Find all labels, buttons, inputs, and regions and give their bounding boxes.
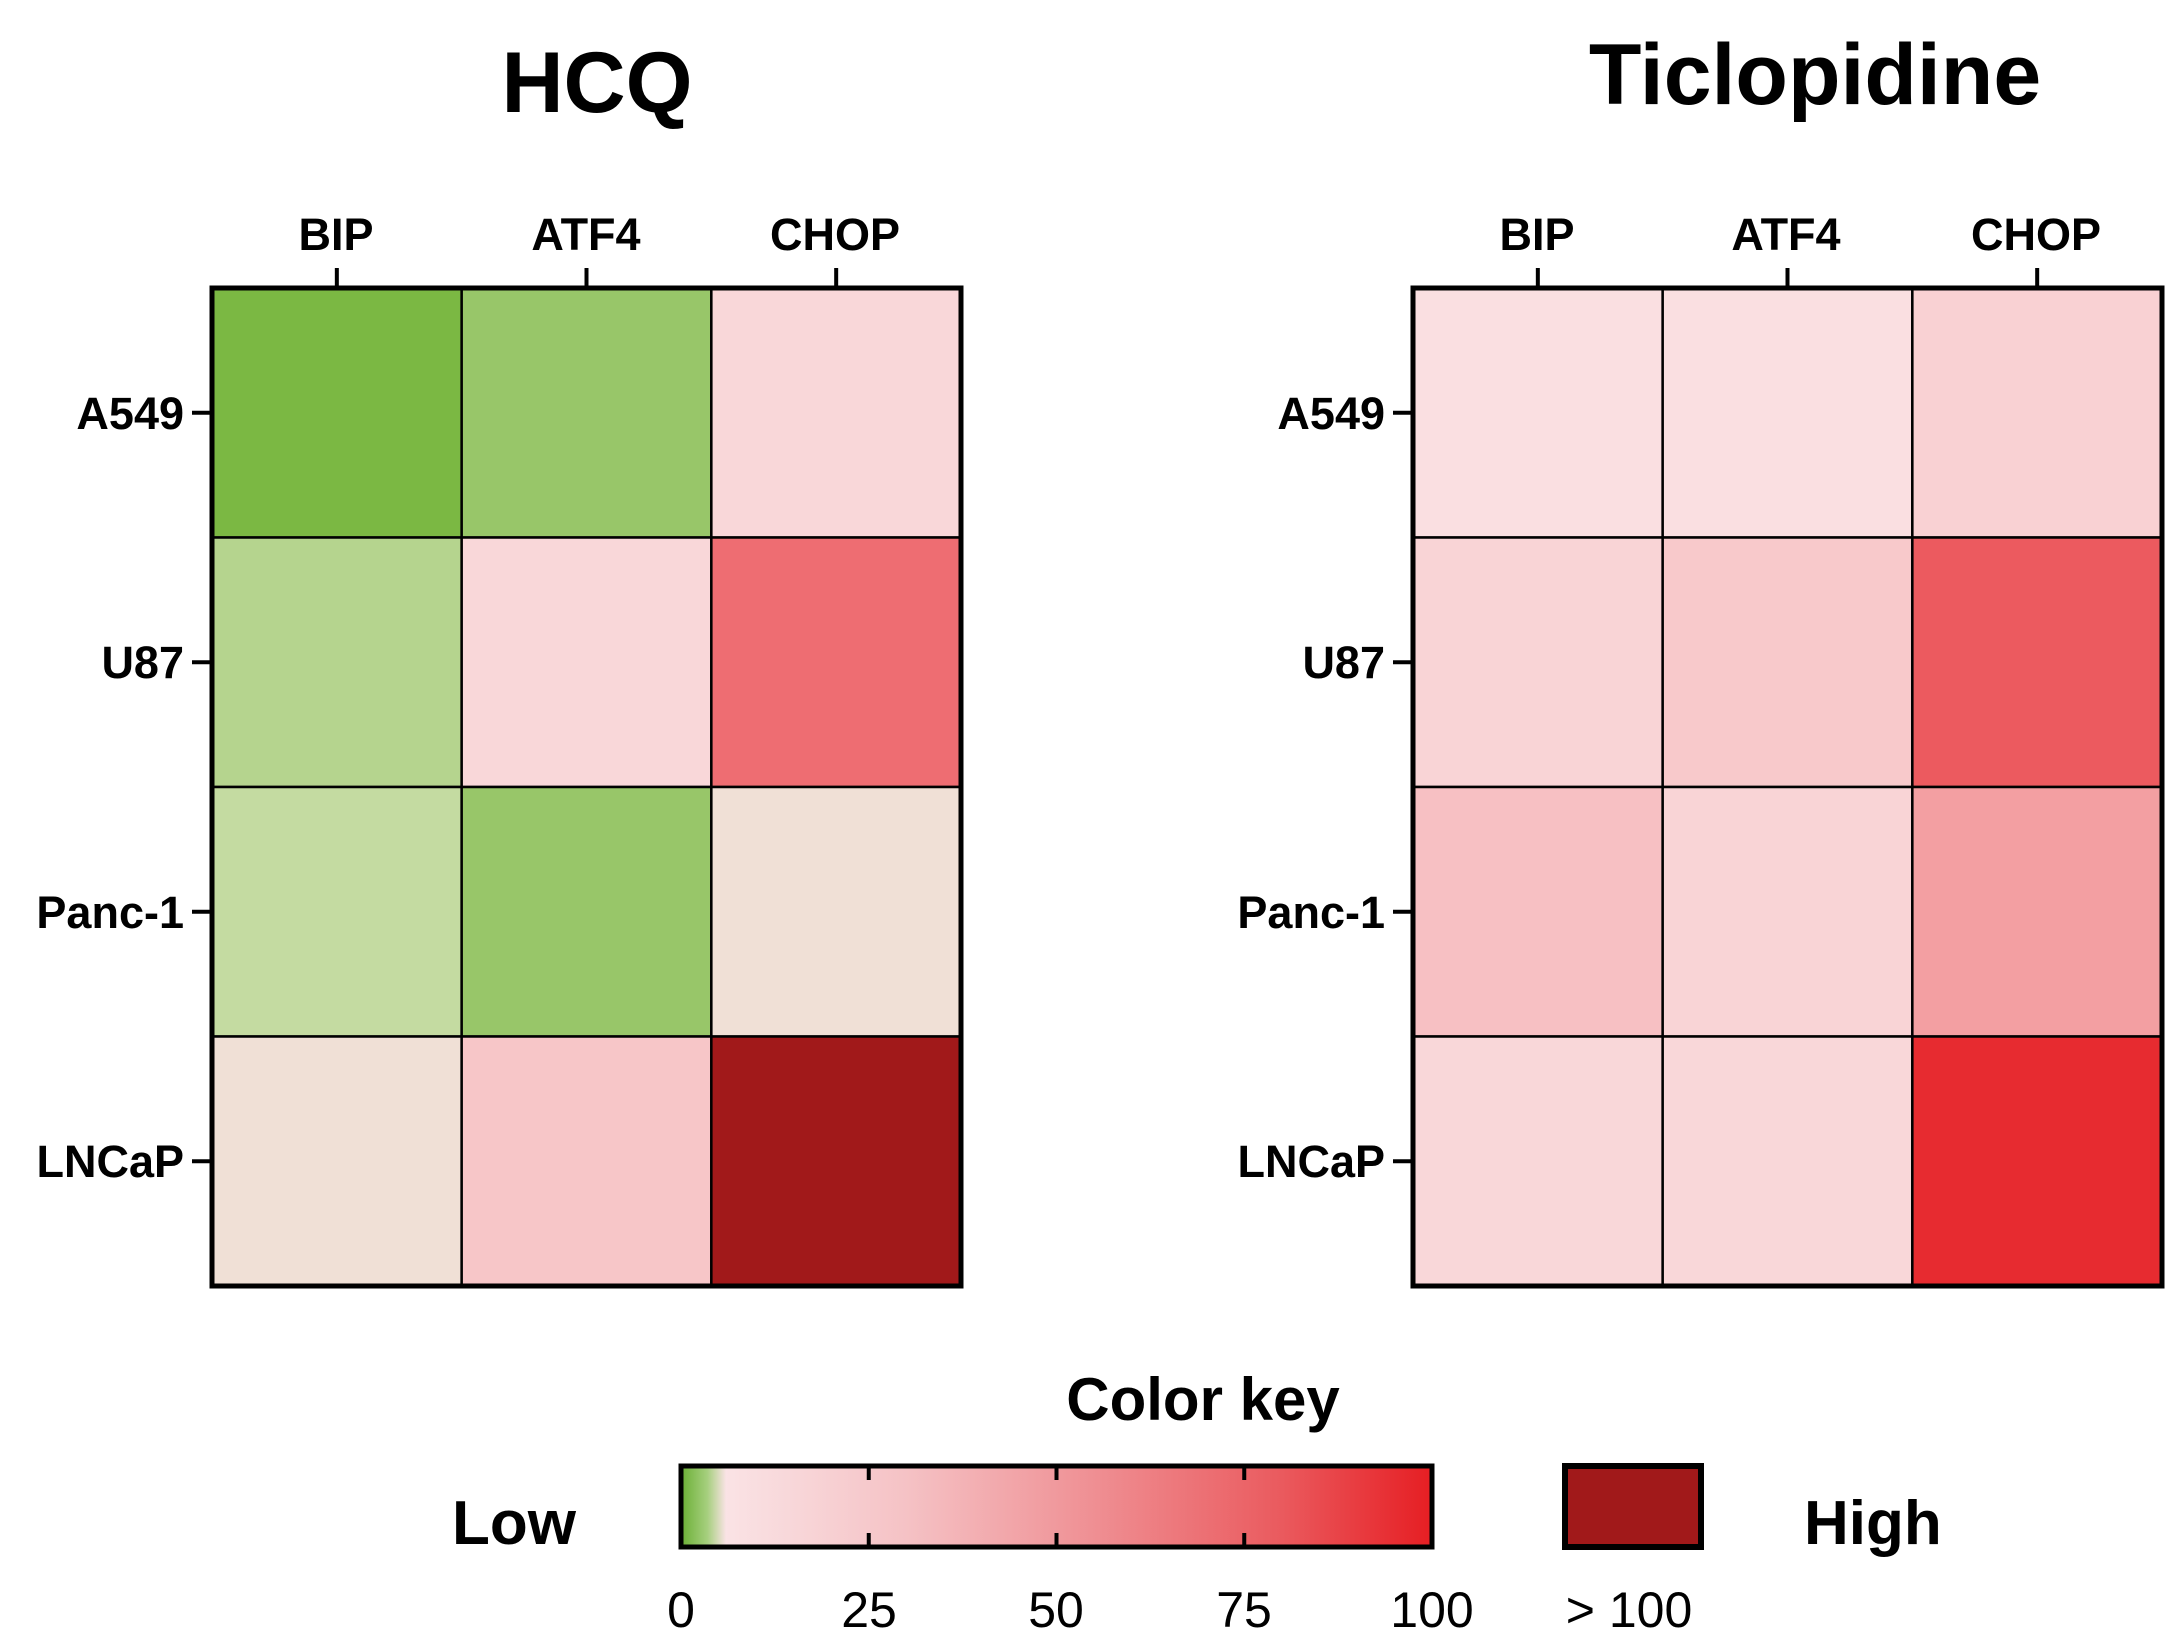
overflow-label: > 100 [1566, 1582, 1693, 1638]
heatmap-cell-panc-1-bip [210, 785, 463, 1038]
column-labels: BIP ATF4 CHOP [298, 209, 900, 260]
heatmap-ticlopidine: Ticlopidine BIP ATF4 CHOP A549 U87 Panc-… [1237, 27, 2165, 1289]
heatmap-cell-lncap-bip [1411, 1035, 1664, 1288]
column-label-atf4: ATF4 [531, 209, 640, 260]
color-key-tick-label: 100 [1390, 1582, 1473, 1638]
overflow-swatch [1562, 1463, 1704, 1550]
column-label-chop: CHOP [1971, 209, 2101, 260]
row-label-u87: U87 [101, 637, 184, 688]
heatmap-cell-panc-1-atf4 [460, 785, 713, 1038]
color-key-tick-label: 50 [1028, 1582, 1084, 1638]
heatmap-cells [1411, 286, 2164, 1288]
heatmap-cell-panc-1-chop [710, 785, 963, 1038]
column-labels: BIP ATF4 CHOP [1499, 209, 2101, 260]
heatmap-cell-lncap-chop [1911, 1035, 2164, 1288]
heatmap-cell-u87-atf4 [1661, 536, 1914, 789]
row-label-panc-1: Panc-1 [1237, 887, 1385, 938]
row-labels: A549 U87 Panc-1 LNCaP [36, 388, 184, 1187]
heatmap-cell-u87-chop [1911, 536, 2164, 789]
heatmap-cell-lncap-atf4 [1661, 1035, 1914, 1288]
color-key-tick-label: 0 [667, 1582, 695, 1638]
row-label-a549: A549 [76, 388, 184, 439]
heatmap-cell-a549-atf4 [1661, 286, 1914, 539]
heatmap-title: Ticlopidine [1589, 27, 2041, 123]
heatmap-cell-a549-bip [210, 286, 463, 539]
heatmap-cell-lncap-chop [710, 1035, 963, 1288]
row-labels: A549 U87 Panc-1 LNCaP [1237, 388, 1385, 1187]
heatmap-cell-a549-bip [1411, 286, 1664, 539]
row-label-a549: A549 [1277, 388, 1385, 439]
heatmap-cell-a549-chop [710, 286, 963, 539]
heatmap-ticks [192, 268, 839, 1164]
heatmap-cell-u87-chop [710, 536, 963, 789]
heatmap-cell-u87-bip [210, 536, 463, 789]
low-label: Low [452, 1489, 577, 1558]
color-key-tick-label: 75 [1216, 1582, 1272, 1638]
color-key-title: Color key [1066, 1366, 1340, 1433]
column-label-atf4: ATF4 [1731, 209, 1840, 260]
heatmap-cell-u87-atf4 [460, 536, 713, 789]
heatmap-cell-lncap-atf4 [460, 1035, 713, 1288]
high-label: High [1804, 1489, 1942, 1558]
color-key-tick-label: 25 [841, 1582, 897, 1638]
heatmap-cell-panc-1-atf4 [1661, 785, 1914, 1038]
color-key-tick-labels: 0 25 50 75 100 [667, 1582, 1474, 1638]
heatmap-title: HCQ [501, 35, 692, 131]
heatmap-frame [209, 285, 964, 1289]
heatmap-ticks [1393, 268, 2040, 1164]
heatmap-cell-panc-1-bip [1411, 785, 1664, 1038]
column-label-chop: CHOP [770, 209, 900, 260]
row-label-panc-1: Panc-1 [36, 887, 184, 938]
heatmap-frame [1410, 285, 2165, 1289]
heatmap-cell-panc-1-chop [1911, 785, 2164, 1038]
heatmap-cell-a549-chop [1911, 286, 2164, 539]
heatmap-cell-u87-bip [1411, 536, 1664, 789]
heatmap-cells [210, 286, 963, 1288]
row-label-lncap: LNCaP [1237, 1136, 1385, 1187]
row-label-u87: U87 [1302, 637, 1385, 688]
color-key-ticks [866, 1466, 1247, 1547]
color-key: Color key Low High 0 25 50 75 100 > 100 [452, 1366, 1942, 1638]
heatmap-cell-a549-atf4 [460, 286, 713, 539]
column-label-bip: BIP [298, 209, 373, 260]
heatmap-hcq: HCQ BIP ATF4 CHOP A549 U87 Panc-1 LNCaP [36, 35, 964, 1289]
heatmap-cell-lncap-bip [210, 1035, 463, 1288]
column-label-bip: BIP [1499, 209, 1574, 260]
row-label-lncap: LNCaP [36, 1136, 184, 1187]
